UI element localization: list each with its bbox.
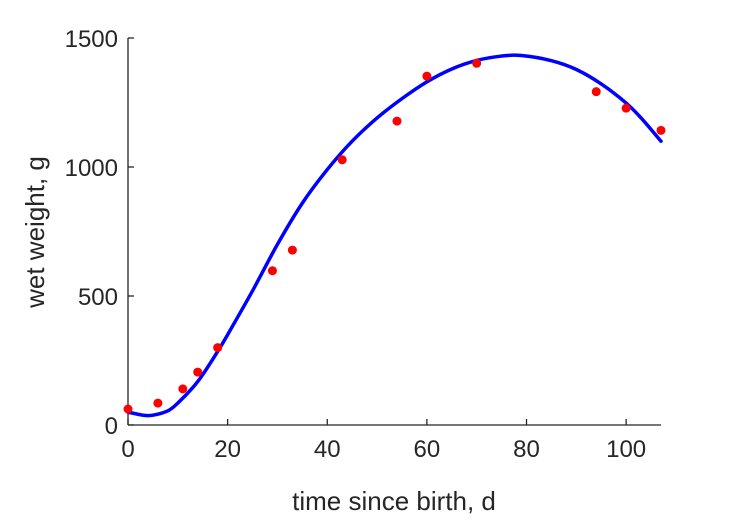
x-tick-label: 20 [214,436,241,463]
x-axis-label: time since birth, d [292,486,496,516]
x-axis: 0 20 40 60 80 100 time since birth, d [121,419,661,516]
x-tick-label: 0 [121,436,134,463]
fit-curve [126,53,663,418]
y-axis-label: wet weight, g [20,156,50,309]
x-tick-label: 40 [314,436,341,463]
y-tick-label: 0 [105,413,118,440]
x-tick-label: 80 [513,436,540,463]
y-tick-label: 500 [78,284,118,311]
data-point [422,71,432,81]
x-ticks: 0 20 40 60 80 100 [121,419,646,463]
data-point [193,367,203,377]
y-tick-label: 1500 [65,26,118,53]
y-tick-label: 1000 [65,155,118,182]
y-axis: 0 500 1000 1500 wet weight, g [20,26,134,440]
data-point [472,58,482,68]
data-point [337,155,347,165]
data-points [123,58,666,414]
y-ticks: 0 500 1000 1500 [65,26,134,440]
data-point [591,87,601,97]
data-point [213,343,223,353]
data-point [287,245,297,255]
data-point [656,125,666,135]
x-tick-label: 100 [606,436,646,463]
x-tick-label: 60 [414,436,441,463]
data-point [267,266,277,276]
plot-area: 0 20 40 60 80 100 time since birth, d 0 500 100… [20,26,666,516]
data-point [621,103,631,113]
data-point [123,404,133,414]
data-point [178,384,188,394]
data-point [153,398,163,408]
data-point [392,116,402,126]
